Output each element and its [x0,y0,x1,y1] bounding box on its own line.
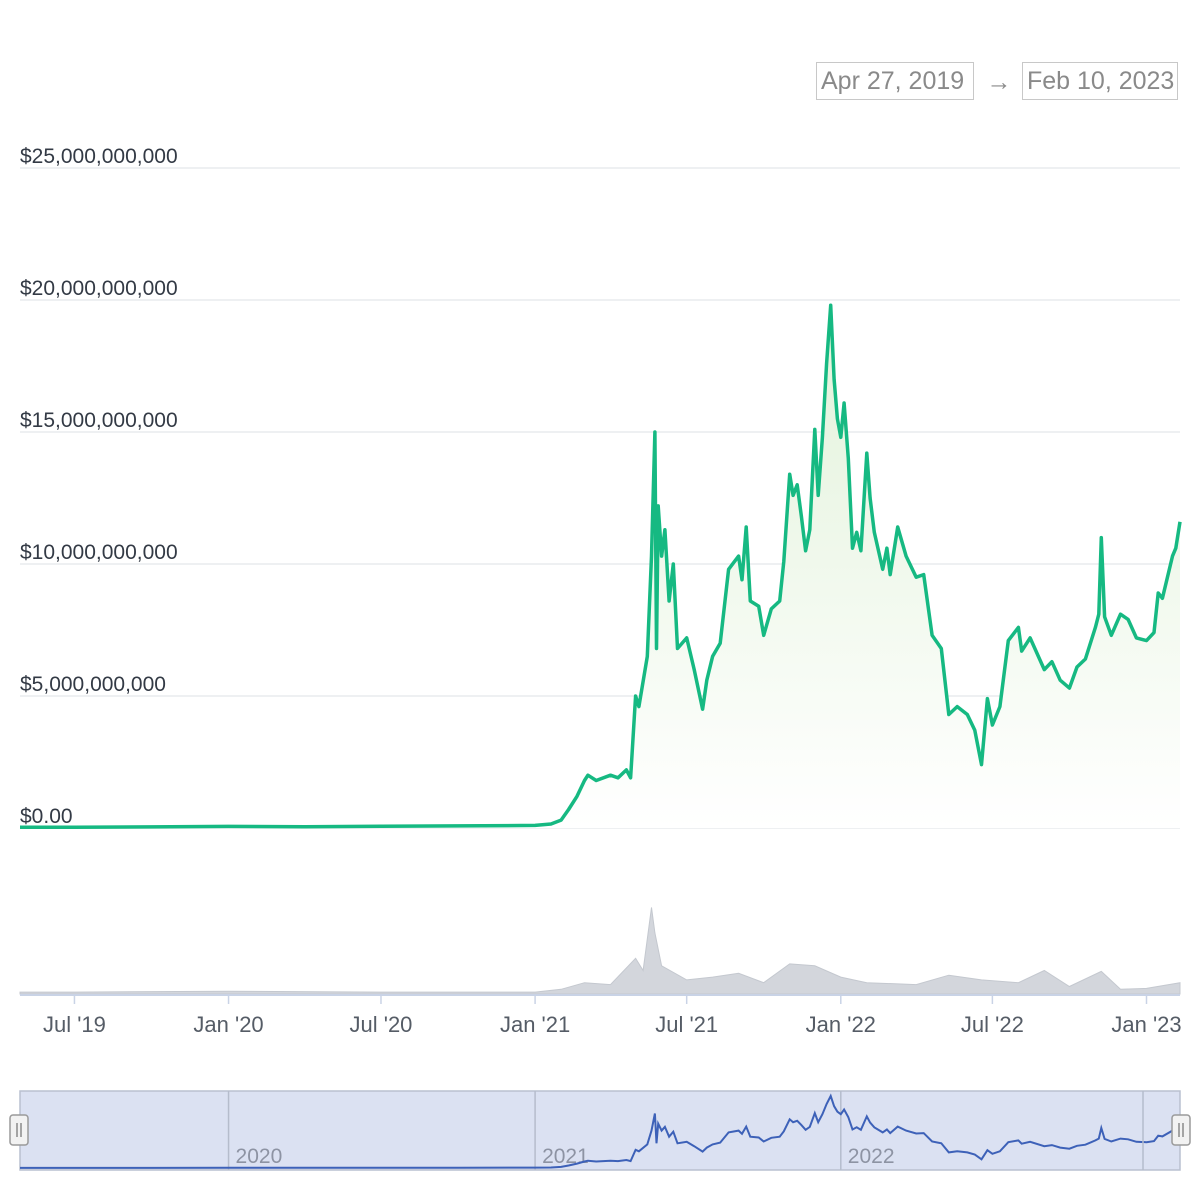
x-tick-label: Jan '21 [500,1012,570,1037]
y-tick-label: $25,000,000,000 [20,145,178,168]
navigator-year-label: 2022 [848,1145,895,1168]
navigator-year-label: 2020 [236,1145,283,1168]
price-area-fill [20,305,1180,828]
navigator-year-label: 2021 [542,1145,589,1168]
y-tick-label: $15,000,000,000 [20,409,178,432]
price-area [20,305,1180,828]
y-tick-label: $20,000,000,000 [20,277,178,300]
price-line-layer [20,303,1182,829]
x-tick-label: Jan '20 [193,1012,263,1037]
range-navigator: 2020 2021 2022 [9,1090,1191,1171]
x-tick-label: Jan '22 [806,1012,876,1037]
range-start-input[interactable]: Apr 27, 2019 [816,62,974,100]
navigator-window[interactable] [19,1090,1181,1171]
x-tick-label: Jul '20 [350,1012,413,1037]
volume-bars [19,907,1181,995]
x-tick-label: Jan '23 [1111,1012,1181,1037]
price-line [20,303,1182,829]
x-axis: Jul '19 Jan '20 Jul '20 Jan '21 Jul '21 Jan '… [20,994,1182,1037]
x-tick-label: Jul '22 [961,1012,1024,1037]
y-tick-label: $0.00 [20,805,73,828]
navigator-line [20,1093,1181,1169]
y-tick-label: $10,000,000,000 [20,541,178,564]
x-tick-label: Jul '21 [655,1012,718,1037]
navigator-handle-left[interactable] [9,1114,29,1146]
y-axis-labels: $0.00 $5,000,000,000 $10,000,000,000 $15,00… [20,145,178,828]
range-arrow-icon: → [986,68,1012,96]
y-tick-label: $5,000,000,000 [20,673,166,696]
volume-area [19,907,1181,995]
range-end-input[interactable]: Feb 10, 2023 [1022,62,1178,100]
navigator-handle-right[interactable] [1171,1114,1191,1146]
x-tick-label: Jul '19 [43,1012,106,1037]
